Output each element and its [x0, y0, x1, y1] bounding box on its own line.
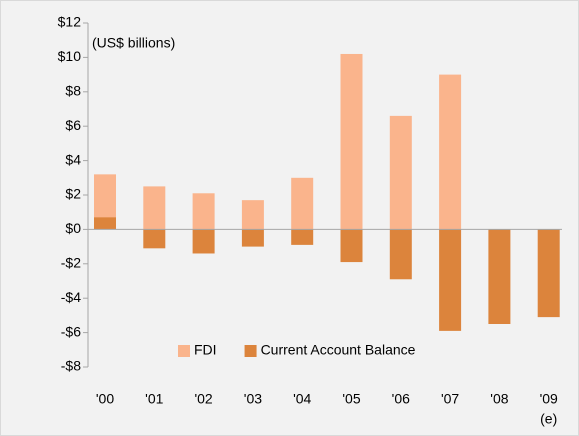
legend-label: FDI	[194, 342, 217, 358]
bar	[143, 229, 166, 249]
y-tick-label: $6	[65, 117, 81, 133]
x-tick-label: '04	[293, 391, 311, 407]
bar	[291, 229, 314, 245]
y-tick-label: $4	[65, 151, 81, 167]
x-tick-label: '00	[96, 391, 114, 407]
bar	[94, 217, 116, 230]
bar	[241, 200, 264, 230]
y-tick-label: $8	[65, 83, 81, 99]
bar	[192, 193, 215, 230]
legend-swatch	[178, 345, 190, 357]
y-tick-label: $12	[58, 14, 82, 30]
x-tick-label: '09	[540, 391, 558, 407]
x-tick-label: '03	[244, 391, 262, 407]
x-tick-label: '05	[342, 391, 360, 407]
x-tick-label: '07	[441, 391, 459, 407]
bar	[143, 186, 166, 230]
bar	[192, 229, 215, 254]
bar	[439, 229, 462, 331]
bar	[389, 229, 412, 280]
bar	[537, 229, 560, 318]
bar	[340, 229, 363, 263]
bar	[94, 174, 116, 230]
category-note: (e)	[540, 411, 557, 427]
legend-label: Current Account Balance	[261, 342, 416, 358]
y-tick-label: -$6	[61, 323, 81, 339]
bar	[389, 115, 412, 230]
y-tick-label: $2	[65, 186, 81, 202]
x-tick-label: '08	[490, 391, 508, 407]
bar	[488, 229, 511, 324]
bar	[340, 53, 363, 230]
y-tick-label: -$8	[61, 358, 81, 374]
bar	[439, 74, 462, 230]
x-tick-label: '01	[145, 391, 163, 407]
y-tick-label: $10	[58, 48, 82, 64]
annotation: (US$ billions)	[92, 35, 175, 51]
legend-swatch	[244, 345, 257, 357]
x-tick-label: '06	[392, 391, 410, 407]
y-tick-label: -$2	[61, 255, 81, 271]
y-tick-label: $0	[65, 220, 81, 236]
y-tick-label: -$4	[61, 289, 81, 305]
bar	[241, 229, 264, 247]
x-tick-label: '02	[194, 391, 212, 407]
bar	[291, 177, 314, 230]
